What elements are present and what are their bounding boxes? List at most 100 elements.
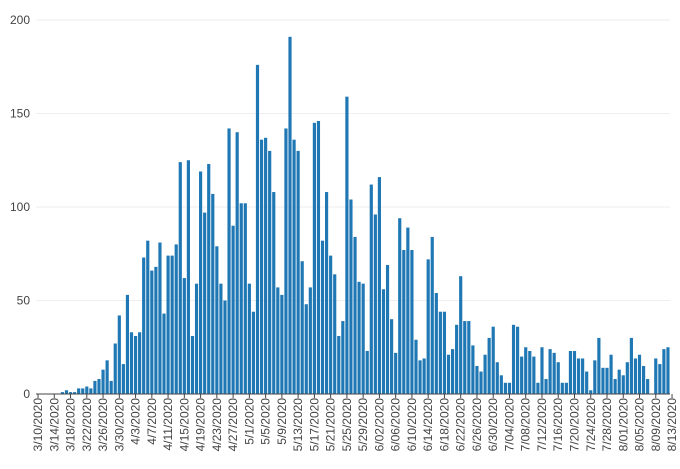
bar (381, 289, 386, 394)
x-tick-label: 7/08/2020 (519, 398, 533, 452)
bar (373, 214, 377, 394)
bar (459, 276, 463, 394)
bar (585, 371, 589, 394)
bar (438, 311, 442, 394)
bar (560, 382, 564, 394)
bar (170, 255, 174, 394)
x-tick-label: 5/17/2020 (307, 398, 321, 452)
bar (402, 250, 406, 394)
x-tick-label: 6/10/2020 (405, 398, 419, 452)
bar (455, 324, 459, 394)
bar (129, 332, 134, 394)
bar (259, 139, 264, 394)
bar (329, 255, 333, 394)
bar (341, 321, 345, 394)
bar (503, 382, 507, 394)
bar (544, 379, 548, 394)
y-tick-label: 200 (10, 13, 30, 27)
bar (268, 150, 272, 394)
bar (320, 240, 325, 394)
bar (369, 184, 373, 394)
bar (365, 350, 369, 394)
bar (426, 259, 430, 394)
bar (357, 281, 361, 394)
bar (190, 336, 195, 394)
bar (511, 324, 516, 394)
y-axis-ticks: 0 50 100 150 200 (10, 13, 30, 401)
bar (316, 120, 321, 394)
bar (227, 128, 231, 394)
bar (589, 390, 593, 394)
bar (288, 36, 292, 394)
bar (239, 203, 243, 394)
bar (593, 360, 597, 394)
bar (536, 382, 540, 394)
bar (264, 137, 268, 394)
bar (207, 163, 211, 394)
bar (231, 225, 235, 394)
bar (556, 362, 560, 394)
bar (109, 380, 113, 394)
x-tick-label: 6/06/2020 (389, 398, 403, 452)
x-tick-label: 8/05/2020 (633, 398, 647, 452)
x-tick-label: 3/26/2020 (96, 398, 110, 452)
bar (349, 199, 353, 394)
bar (609, 354, 613, 394)
bar (312, 122, 316, 394)
bar (499, 375, 503, 394)
bar (581, 358, 585, 394)
bar (199, 171, 203, 394)
bar (463, 321, 467, 394)
bar (467, 321, 471, 394)
x-tick-label: 6/14/2020 (421, 398, 435, 452)
bar (540, 347, 544, 394)
bar (81, 388, 85, 394)
y-tick-label: 100 (10, 200, 30, 214)
bar (203, 212, 207, 394)
bar (304, 304, 308, 394)
x-tick-label: 5/21/2020 (324, 398, 338, 452)
x-tick-label: 6/30/2020 (486, 398, 500, 452)
bar (434, 293, 438, 394)
bar (150, 270, 154, 394)
bar (398, 218, 402, 394)
bar (247, 283, 251, 394)
bar (446, 354, 451, 394)
bar (471, 345, 475, 394)
x-tick-label: 5/25/2020 (340, 398, 354, 452)
bar (353, 236, 357, 394)
bar (292, 139, 296, 394)
bar (154, 266, 158, 394)
bar (666, 347, 670, 394)
bar (605, 367, 609, 394)
bar (390, 319, 394, 394)
x-tick-label: 6/18/2020 (437, 398, 451, 452)
bar (572, 350, 577, 394)
bar (117, 315, 121, 394)
bar (568, 350, 573, 394)
bar (642, 365, 646, 394)
x-tick-label: 8/09/2020 (649, 398, 663, 452)
x-tick-label: 5/9/2020 (275, 398, 289, 445)
bar (507, 382, 512, 394)
bar (442, 311, 447, 394)
bar (450, 349, 455, 394)
bar (361, 283, 365, 394)
x-tick-label: 7/28/2020 (600, 398, 614, 452)
bar (280, 294, 284, 394)
bar (520, 356, 524, 394)
bar (121, 364, 125, 394)
x-tick-label: 6/26/2020 (470, 398, 484, 452)
bar (113, 343, 117, 394)
bar (235, 132, 239, 394)
x-tick-label: 3/14/2020 (47, 398, 61, 452)
bar (333, 274, 337, 394)
bar (223, 300, 227, 394)
bar (178, 162, 182, 394)
bar (625, 362, 629, 394)
bar (491, 326, 495, 394)
bar (495, 362, 499, 394)
bar (418, 360, 422, 394)
bar (654, 358, 658, 394)
x-tick-label: 3/30/2020 (112, 398, 126, 452)
